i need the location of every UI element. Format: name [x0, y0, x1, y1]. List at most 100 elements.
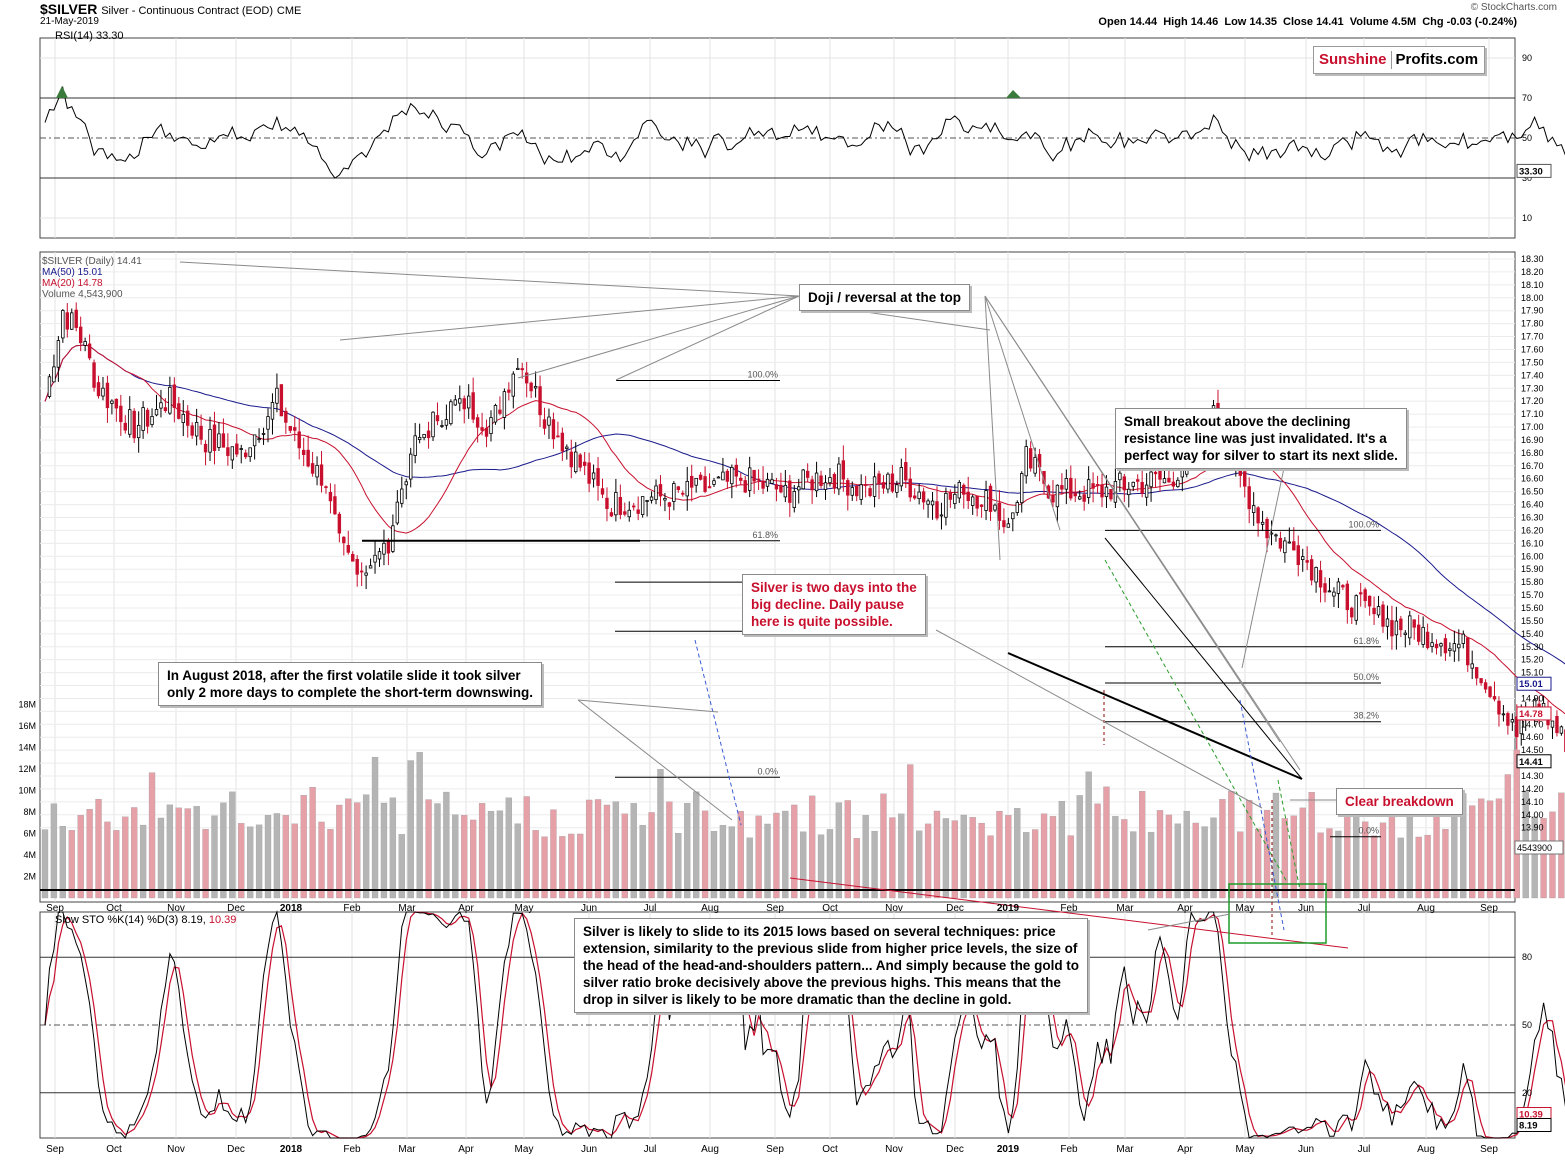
month-label-mid: Sep — [1480, 903, 1498, 914]
price-candle-body — [365, 573, 368, 575]
price-candle-body — [48, 377, 51, 397]
fib-label-right: 38.2% — [1353, 711, 1379, 721]
volume-bar — [1005, 815, 1011, 898]
price-candle-body — [1052, 495, 1055, 502]
price-candle-body — [1391, 620, 1394, 635]
price-candle-body — [1453, 644, 1456, 651]
price-candle-body — [833, 474, 836, 488]
month-label-bottom: Feb — [343, 1144, 361, 1155]
volume-bars — [42, 735, 1565, 898]
annotation-pointer — [936, 630, 1262, 808]
price-candle-body — [338, 514, 341, 533]
price-candle-body — [280, 385, 283, 416]
month-label-mid: Mar — [1116, 903, 1134, 914]
month-label-mid: May — [1236, 903, 1255, 914]
volume-bar — [916, 831, 922, 898]
price-candle-body — [753, 470, 756, 481]
price-candle-body — [383, 543, 386, 554]
fib-label-right: 0.0% — [1358, 826, 1379, 836]
price-candle-body — [253, 435, 256, 446]
price-candle-body — [485, 428, 488, 436]
price-candle-body — [980, 505, 983, 507]
price-candle-body — [851, 488, 854, 496]
symbol-description: Silver - Continuous Contract (EOD) — [101, 5, 273, 17]
price-candle-body — [735, 465, 738, 476]
price-candle-body — [588, 463, 591, 483]
price-candle-body — [356, 559, 359, 574]
month-label-mid: Jul — [1358, 903, 1371, 914]
price-candle-body — [744, 481, 747, 493]
volume-bar — [1326, 829, 1332, 898]
volume-bar — [104, 822, 110, 898]
price-candle-body — [499, 410, 502, 413]
month-label-mid: Sep — [46, 903, 64, 914]
price-candle-body — [271, 402, 274, 419]
volume-bar — [1496, 799, 1502, 898]
price-candle-body — [624, 512, 627, 515]
price-candle-body — [976, 496, 979, 508]
price-candle-body — [1408, 616, 1411, 638]
price-candle-body — [1252, 506, 1255, 513]
logo-part-2: Profits.com — [1396, 51, 1479, 68]
price-candle-body — [739, 478, 742, 480]
price-candle-body — [1333, 592, 1336, 596]
price-candle-body — [1417, 625, 1420, 641]
price-tick-label: 16.70 — [1521, 461, 1544, 471]
price-tick-label: 14.20 — [1521, 784, 1544, 794]
price-candle-body — [1431, 643, 1434, 647]
volume-bar — [60, 826, 66, 898]
price-candle-body — [900, 468, 903, 486]
price-candle-body — [597, 468, 600, 485]
price-candle-body — [1449, 649, 1452, 651]
month-label-mid: Apr — [458, 903, 474, 914]
month-label-mid: Oct — [106, 903, 122, 914]
price-candle-body — [1105, 487, 1108, 497]
month-label-mid: Dec — [227, 903, 245, 914]
price-candle-body — [802, 470, 805, 489]
month-label-bottom: 2019 — [997, 1144, 1020, 1155]
price-candle-body — [619, 497, 622, 514]
price-candle-body — [989, 486, 992, 511]
price-candle-body — [708, 487, 711, 488]
price-candle-body — [1243, 472, 1246, 487]
volume-bar — [720, 825, 726, 898]
price-candle-body — [1355, 596, 1358, 621]
price-candle-body — [1154, 472, 1157, 473]
price-candle-body — [405, 482, 408, 485]
price-tick-label: 16.90 — [1521, 435, 1544, 445]
price-candle-body — [481, 428, 484, 431]
price-candle-body — [178, 404, 181, 419]
price-candle-body — [218, 434, 221, 448]
volume-bar — [782, 811, 788, 898]
price-candle-body — [213, 425, 216, 451]
price-candle-body — [97, 383, 100, 396]
price-candle-body — [1127, 489, 1130, 494]
price-candle-body — [543, 420, 546, 429]
volume-bar — [301, 795, 307, 898]
volume-bar — [1157, 810, 1163, 898]
volume-bar — [684, 803, 690, 898]
price-candle-body — [1400, 619, 1403, 630]
month-label-bottom: Aug — [701, 1144, 719, 1155]
price-candle-body — [1511, 720, 1514, 722]
volume-bar — [1416, 837, 1422, 898]
price-candle-body — [780, 485, 783, 492]
price-tick-label: 15.30 — [1521, 642, 1544, 652]
price-candle-body — [204, 444, 207, 452]
price-candle-body — [860, 485, 863, 500]
volume-bar — [1041, 814, 1047, 898]
august-line-2: only 2 more days to complete the short-t… — [167, 684, 533, 701]
volume-bar — [880, 794, 886, 898]
price-candle-body — [329, 492, 332, 500]
volume-bar — [889, 818, 895, 898]
price-candle-body — [142, 408, 145, 431]
price-candle-body — [307, 450, 310, 466]
volume-bar — [1335, 831, 1341, 898]
price-candle-body — [525, 373, 528, 383]
ohlc-readout: Open 14.44 High 14.46 Low 14.35 Close 14… — [1098, 16, 1517, 28]
price-legend: $SILVER (Daily) 14.41 MA(50) 15.01 MA(20… — [42, 256, 142, 300]
price-candle-body — [1029, 449, 1032, 468]
month-label-mid: Sep — [766, 903, 784, 914]
price-candle-body — [668, 503, 671, 507]
volume-bar — [497, 811, 503, 898]
